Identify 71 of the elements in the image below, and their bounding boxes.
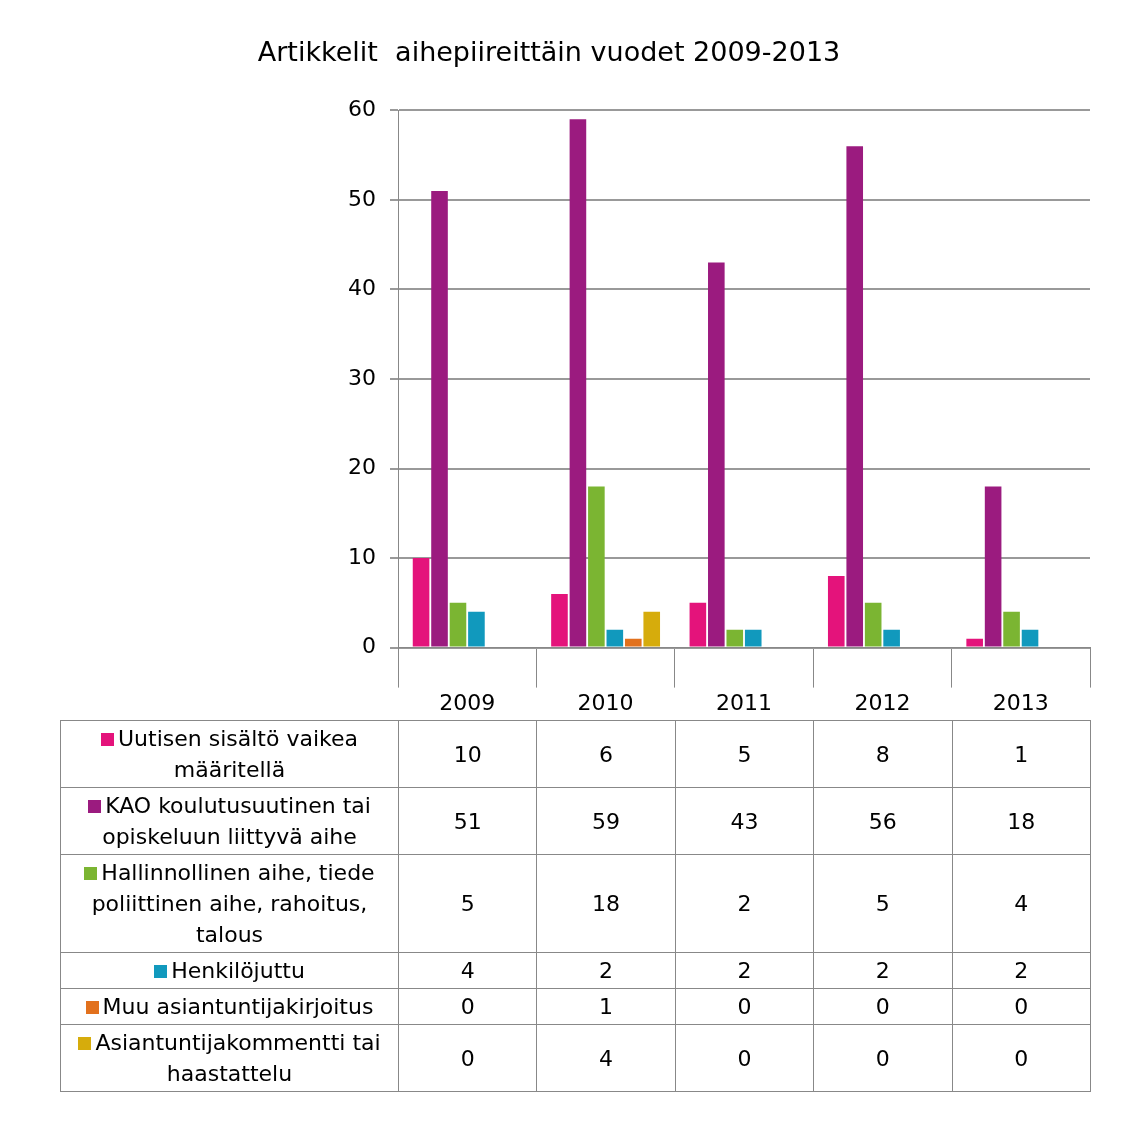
bar — [1021, 629, 1039, 647]
bar — [827, 575, 845, 647]
chart-title: Artikkelit aihepiireittäin vuodet 2009-2013 — [257, 36, 841, 68]
bar — [1003, 611, 1020, 647]
bar — [984, 486, 1002, 647]
legend-label: Asiantuntijakommentti tai haastattelu — [95, 1030, 381, 1086]
bar — [708, 262, 725, 647]
data-label: 0 — [952, 1024, 1091, 1092]
bar — [412, 558, 430, 647]
bar — [606, 629, 624, 647]
data-label: 5 — [675, 720, 814, 788]
data-label: 10 — [398, 720, 537, 788]
x-tick-label: 2013 — [992, 689, 1049, 715]
data-label: 18 — [952, 787, 1091, 855]
bar — [468, 611, 485, 647]
data-label: 51 — [398, 787, 537, 855]
x-tick-label: 2009 — [439, 689, 496, 715]
y-tick-label: 50 — [348, 185, 376, 211]
legend-label: Hallinnollinen aihe, tiede poliittinen aihe, rahoitus, talous — [91, 860, 375, 947]
y-tick-label: 10 — [348, 543, 376, 569]
data-label: 2 — [536, 952, 676, 989]
bar — [551, 593, 568, 647]
bar — [966, 638, 983, 647]
bar — [883, 629, 900, 647]
data-label: 0 — [398, 1024, 537, 1092]
data-label: 0 — [952, 988, 1091, 1025]
data-label: 0 — [813, 988, 953, 1025]
bar — [624, 638, 642, 647]
data-label: 0 — [813, 1024, 953, 1092]
data-label: 4 — [536, 1024, 676, 1092]
bar — [726, 629, 744, 647]
data-label: 0 — [398, 988, 537, 1025]
y-tick-label: 60 — [348, 96, 376, 122]
data-label: 43 — [675, 787, 814, 855]
data-label: 8 — [813, 720, 953, 788]
data-label: 6 — [536, 720, 676, 788]
x-tick-label: 2012 — [854, 689, 911, 715]
bar — [588, 486, 605, 647]
data-label: 2 — [813, 952, 953, 989]
bar — [431, 190, 448, 647]
legend-label: Muu asiantuntijakirjoitus — [102, 994, 374, 1019]
data-label: 5 — [813, 854, 953, 953]
data-label: 18 — [536, 854, 676, 953]
y-tick-label: 0 — [362, 633, 376, 659]
bar — [846, 146, 864, 647]
legend-label: Uutisen sisältö vaikea määritellä — [117, 726, 358, 782]
x-tick-label: 2011 — [716, 689, 772, 715]
data-label: 1 — [952, 720, 1091, 788]
bar — [744, 629, 762, 647]
data-label: 2 — [675, 854, 814, 953]
data-label: 4 — [398, 952, 537, 989]
data-label: 1 — [536, 988, 676, 1025]
x-tick-label: 2010 — [577, 689, 634, 715]
data-label: 4 — [952, 854, 1091, 953]
bar — [449, 602, 467, 647]
data-label: 2 — [952, 952, 1091, 989]
legend-label: Henkilöjuttu — [171, 958, 305, 983]
data-label: 56 — [813, 787, 953, 855]
y-tick-label: 30 — [348, 364, 376, 390]
data-label: 59 — [536, 787, 676, 855]
y-tick-label: 20 — [348, 454, 376, 480]
bar — [864, 602, 882, 647]
data-label: 0 — [675, 988, 814, 1025]
bar — [689, 602, 707, 647]
data-label: 0 — [675, 1024, 814, 1092]
bar — [569, 119, 587, 647]
data-label: 2 — [675, 952, 814, 989]
data-label: 5 — [398, 854, 537, 953]
bar — [643, 611, 661, 647]
legend-label: KAO koulutusuutinen tai opiskeluun liittyvä aihe — [102, 793, 371, 849]
y-tick-label: 40 — [348, 275, 376, 301]
